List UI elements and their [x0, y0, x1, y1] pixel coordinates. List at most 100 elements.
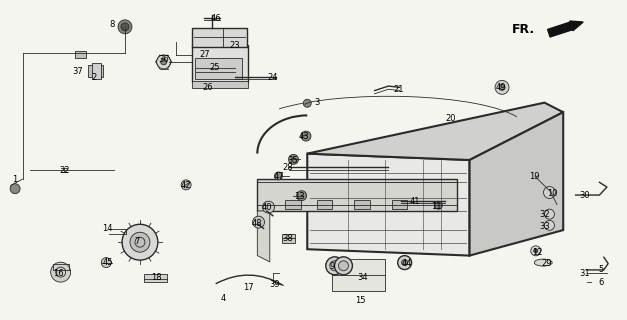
Text: 35: 35: [287, 156, 298, 164]
Ellipse shape: [534, 259, 552, 266]
Circle shape: [121, 23, 129, 31]
Circle shape: [544, 209, 554, 219]
Circle shape: [161, 59, 167, 65]
Text: 34: 34: [357, 273, 367, 282]
Circle shape: [181, 180, 191, 190]
Text: 16: 16: [53, 268, 64, 278]
Text: 38: 38: [282, 234, 293, 243]
Circle shape: [157, 55, 171, 69]
Circle shape: [435, 201, 442, 209]
Circle shape: [275, 172, 283, 180]
Circle shape: [499, 84, 505, 90]
Text: 3: 3: [315, 98, 320, 107]
Text: 47: 47: [273, 172, 284, 181]
Text: 48: 48: [252, 219, 263, 228]
Text: 31: 31: [579, 268, 590, 278]
Circle shape: [402, 260, 408, 266]
Text: 19: 19: [529, 172, 539, 181]
Text: 26: 26: [202, 83, 213, 92]
Text: 12: 12: [532, 248, 542, 257]
Bar: [391, 200, 407, 209]
Text: 27: 27: [199, 50, 210, 59]
Text: 4: 4: [220, 294, 226, 303]
Bar: [192, 81, 248, 88]
Bar: [285, 200, 301, 209]
Text: 45: 45: [102, 258, 113, 267]
Text: 18: 18: [151, 273, 162, 282]
Polygon shape: [307, 103, 563, 160]
Text: FR.: FR.: [512, 23, 535, 36]
Circle shape: [253, 216, 265, 228]
Text: 37: 37: [72, 67, 83, 76]
Circle shape: [326, 257, 344, 275]
Circle shape: [534, 249, 538, 253]
Text: 17: 17: [243, 283, 253, 292]
Bar: [92, 63, 101, 79]
Text: 32: 32: [539, 210, 550, 219]
Text: 15: 15: [355, 296, 366, 305]
Text: 21: 21: [393, 85, 404, 94]
Text: 24: 24: [268, 73, 278, 82]
Circle shape: [118, 20, 132, 34]
Text: 30: 30: [579, 191, 590, 200]
Text: 7: 7: [135, 237, 140, 246]
Text: 1: 1: [13, 175, 18, 184]
Circle shape: [301, 131, 311, 141]
Bar: [195, 58, 241, 79]
Circle shape: [330, 261, 340, 271]
Text: 23: 23: [229, 41, 240, 51]
FancyArrow shape: [547, 21, 583, 37]
Text: 43: 43: [298, 132, 309, 140]
Circle shape: [544, 220, 554, 230]
Bar: [332, 259, 386, 291]
Polygon shape: [257, 179, 457, 211]
Text: 11: 11: [431, 202, 441, 211]
Text: 46: 46: [210, 14, 221, 23]
Circle shape: [303, 99, 311, 107]
Text: 49: 49: [495, 83, 506, 92]
Bar: [192, 45, 248, 82]
Circle shape: [288, 154, 298, 164]
Circle shape: [339, 261, 349, 271]
Bar: [88, 65, 103, 77]
Text: 44: 44: [402, 259, 413, 268]
Text: 8: 8: [110, 20, 115, 29]
Text: 36: 36: [158, 55, 169, 64]
Circle shape: [102, 258, 111, 268]
Circle shape: [263, 201, 275, 213]
Polygon shape: [470, 112, 563, 256]
Circle shape: [130, 232, 150, 252]
Text: 10: 10: [547, 189, 557, 198]
Text: 20: 20: [446, 114, 456, 123]
Text: 29: 29: [541, 259, 552, 268]
Text: 25: 25: [209, 63, 220, 72]
Text: 5: 5: [598, 265, 603, 275]
Bar: [192, 28, 246, 47]
Text: 40: 40: [262, 203, 273, 212]
Bar: [282, 234, 295, 243]
Text: 39: 39: [270, 280, 280, 289]
Text: 42: 42: [181, 181, 191, 190]
Text: 33: 33: [539, 222, 550, 231]
Bar: [144, 274, 167, 282]
Text: 22: 22: [59, 166, 70, 175]
Circle shape: [544, 187, 556, 198]
Bar: [354, 200, 370, 209]
Circle shape: [297, 191, 307, 201]
Polygon shape: [307, 154, 470, 256]
Text: 13: 13: [294, 192, 305, 201]
Text: 14: 14: [102, 224, 113, 233]
Circle shape: [334, 257, 352, 275]
Text: 28: 28: [283, 164, 293, 172]
Circle shape: [10, 184, 20, 194]
Text: 2: 2: [91, 73, 97, 82]
Polygon shape: [257, 211, 270, 262]
Circle shape: [122, 224, 158, 260]
Text: 9: 9: [330, 262, 335, 271]
Circle shape: [398, 256, 411, 269]
Circle shape: [51, 262, 71, 282]
Text: 41: 41: [409, 197, 420, 206]
Circle shape: [531, 246, 540, 256]
Circle shape: [495, 80, 509, 94]
Text: 6: 6: [598, 278, 603, 287]
